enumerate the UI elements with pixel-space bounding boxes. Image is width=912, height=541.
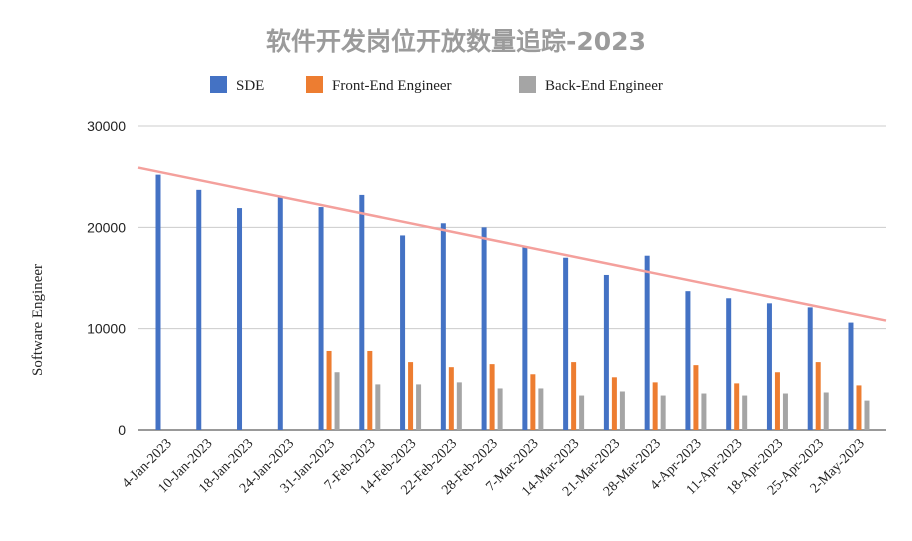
bar-front-end-engineer <box>367 350 373 430</box>
bar-sde <box>237 208 243 430</box>
bar-sde <box>603 274 609 430</box>
bar-back-end-engineer <box>619 391 625 430</box>
legend-swatch <box>210 76 227 93</box>
legend-label: Back-End Engineer <box>545 78 663 94</box>
y-axis-label: Software Engineer <box>30 264 46 376</box>
trendline <box>137 166 887 322</box>
bar-back-end-engineer <box>375 384 381 430</box>
sde-trendline <box>137 166 887 322</box>
bar-back-end-engineer <box>864 400 870 430</box>
bar-sde <box>440 223 446 430</box>
bar-back-end-engineer <box>416 384 422 430</box>
bar-back-end-engineer <box>823 392 829 430</box>
bar-front-end-engineer <box>815 362 821 430</box>
y-tick-label: 10000 <box>87 321 126 337</box>
bar-front-end-engineer <box>693 365 699 430</box>
bar-sde <box>400 235 406 430</box>
bar-sde <box>522 246 528 430</box>
bar-front-end-engineer <box>856 385 862 430</box>
legend-swatch <box>306 76 323 93</box>
bars <box>155 174 870 430</box>
bar-front-end-engineer <box>489 364 495 430</box>
bar-sde <box>726 298 732 430</box>
bar-back-end-engineer <box>742 395 748 430</box>
y-tick-label: 20000 <box>87 219 126 235</box>
bar-sde <box>848 322 854 430</box>
y-tick-label: 0 <box>118 422 126 438</box>
bar-sde <box>807 307 813 430</box>
bar-sde <box>318 207 324 430</box>
bar-front-end-engineer <box>326 350 332 430</box>
chart-title: 软件开发岗位开放数量追踪-2023 <box>266 27 646 56</box>
bar-sde <box>644 255 650 430</box>
bar-back-end-engineer <box>782 393 788 430</box>
bar-front-end-engineer <box>774 372 780 430</box>
bar-back-end-engineer <box>660 395 666 430</box>
bar-sde <box>563 257 569 430</box>
bar-sde <box>277 196 283 430</box>
bar-sde <box>685 291 691 430</box>
legend-swatch <box>519 76 536 93</box>
bar-front-end-engineer <box>408 362 414 430</box>
bar-back-end-engineer <box>334 372 340 430</box>
bar-back-end-engineer <box>701 393 707 430</box>
bar-back-end-engineer <box>579 395 585 430</box>
bar-front-end-engineer <box>448 367 454 430</box>
bar-front-end-engineer <box>530 374 536 430</box>
legend: SDE Front-End Engineer Back-End Engineer <box>210 76 663 94</box>
bar-front-end-engineer <box>734 383 740 430</box>
bar-back-end-engineer <box>456 382 462 430</box>
bar-sde <box>196 189 202 430</box>
bar-front-end-engineer <box>611 377 617 430</box>
bar-sde <box>481 227 487 430</box>
bar-front-end-engineer <box>571 362 577 430</box>
bar-sde <box>155 174 161 430</box>
bar-back-end-engineer <box>497 388 503 430</box>
y-tick-label: 30000 <box>87 118 126 134</box>
y-axis-ticks: 0 10000 20000 30000 <box>87 118 126 438</box>
x-axis-ticks: 4-Jan-202310-Jan-202318-Jan-202324-Jan-2… <box>120 436 868 499</box>
grid-lines <box>138 125 886 431</box>
legend-label: SDE <box>236 78 264 94</box>
bar-sde <box>359 194 365 430</box>
bar-front-end-engineer <box>652 382 658 430</box>
bar-back-end-engineer <box>538 388 544 430</box>
bar-sde <box>766 303 772 430</box>
legend-label: Front-End Engineer <box>332 78 452 94</box>
